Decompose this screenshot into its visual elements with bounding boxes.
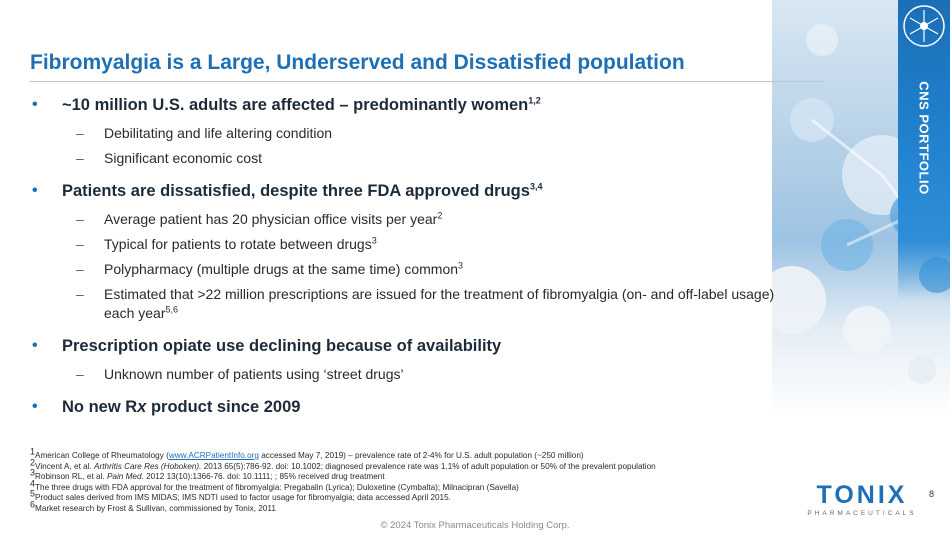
footnote-ref: 1,2: [528, 95, 541, 106]
sub-bullet-dash: –: [76, 125, 84, 141]
copyright-notice: © 2024 Tonix Pharmaceuticals Holding Cor…: [380, 520, 570, 531]
footnote-number: 4: [30, 477, 36, 488]
bullet-text: Prescription opiate use declining becaus…: [62, 337, 502, 355]
sub-bullet-dash: –: [76, 286, 84, 302]
page-number: 8: [929, 489, 935, 499]
footnote-text: Product sales derived from IMS MIDAS; IM…: [35, 493, 451, 502]
sidebar-label: CNS PORTFOLIO: [916, 81, 932, 195]
footnote-journal: Pain Med.: [106, 472, 144, 481]
footnote-ref: 3,4: [529, 181, 543, 192]
sidebar-strip: [898, 0, 950, 300]
footnote-number: 5: [30, 488, 36, 499]
bullet-list: • ~10 million U.S. adults are affected – …: [30, 94, 790, 418]
sub-bullet-item: – Debilitating and life altering conditio…: [30, 124, 790, 143]
footnote-text: 2013 65(5):786-92. doi: 10.1002; diagnos…: [201, 461, 656, 471]
sub-bullet-dash: –: [76, 236, 84, 252]
sub-bullet-item: – Significant economic cost: [30, 149, 790, 168]
bullet-text: No new R: [62, 398, 138, 416]
footnotes: 1American College of Rheumatology (www.A…: [30, 447, 770, 515]
title-divider: [30, 81, 824, 82]
footnote-journal: Arthritis Care Res (Hoboken).: [94, 461, 202, 471]
footnote-number: 3: [30, 467, 36, 478]
sub-bullet-dash: –: [76, 366, 84, 382]
acr-link[interactable]: www.ACRPatientInfo.org: [168, 451, 259, 460]
bullet-dot: •: [32, 398, 38, 415]
tonix-logo: TONIX PHARMACEUTICALS: [800, 481, 924, 521]
footnote-text: Market research by Frost & Sullivan, com…: [35, 503, 276, 513]
bullet-item: • Patients are dissatisfied, despite thre…: [30, 180, 790, 202]
footnote: 6Market research by Frost & Sullivan, co…: [30, 499, 770, 515]
footnote-ref: 2: [437, 210, 443, 221]
bullet-item: • No new Rx product since 2009: [30, 396, 790, 418]
footnote-text: Vincent A, et al.: [35, 461, 95, 471]
footnote-text: Robinson RL, et al.: [35, 472, 107, 481]
footnote-ref: 5,6: [165, 304, 178, 315]
footnote: 1American College of Rheumatology (www.A…: [30, 447, 770, 462]
footnote-ref: 3: [458, 260, 464, 271]
sub-bullet-text: Unknown number of patients using ‘street…: [104, 366, 404, 382]
bullet-text: Patients are dissatisfied, despite three…: [62, 182, 530, 200]
footnote-text: American College of Rheumatology (: [35, 451, 169, 460]
footnote-number: 2: [30, 456, 36, 467]
sub-bullet-text: Debilitating and life altering condition: [104, 125, 333, 141]
sub-bullet-text: Estimated that >22 million prescriptions…: [104, 286, 775, 321]
bullet-dot: •: [32, 337, 38, 354]
bullet-text-italic: x: [137, 398, 147, 416]
bullet-text: product since 2009: [146, 398, 301, 416]
footnote-number: 6: [30, 498, 36, 509]
footnote: 2Vincent A, et al. Arthritis Care Res (H…: [30, 457, 770, 473]
page-title: Fibromyalgia is a Large, Underserved and…: [30, 51, 685, 74]
logo-wordmark: TONIX: [816, 481, 908, 509]
footnote: 3Robinson RL, et al. Pain Med. 2012 13(1…: [30, 468, 770, 483]
sub-bullet-item: – Average patient has 20 physician office…: [30, 210, 790, 229]
footnote-text: 2012 13(10):1366-76. doi: 10.1111; ; 85%…: [143, 472, 385, 481]
bullet-text: ~10 million U.S. adults are affected – p…: [62, 96, 529, 114]
sub-bullet-dash: –: [76, 150, 84, 166]
sub-bullet-text: Polypharmacy (multiple drugs at the same…: [104, 261, 459, 277]
footnote-ref: 3: [371, 235, 377, 246]
bullet-item: • ~10 million U.S. adults are affected – …: [30, 94, 790, 116]
sub-bullet-item: – Typical for patients to rotate between …: [30, 235, 790, 254]
sub-bullet-item: – Estimated that >22 million prescription…: [30, 285, 794, 323]
sub-bullet-text: Average patient has 20 physician office …: [104, 211, 438, 227]
sub-bullet-dash: –: [76, 211, 84, 227]
sub-bullet-dash: –: [76, 261, 84, 277]
sub-bullet-item: – Polypharmacy (multiple drugs at the sam…: [30, 260, 790, 279]
bullet-item: • Prescription opiate use declining becau…: [30, 335, 790, 357]
footnote-text: accessed May 7, 2019) – prevalence rate …: [258, 451, 584, 460]
footnote-text: The three drugs with FDA approval for th…: [35, 482, 519, 492]
sub-bullet-text: Significant economic cost: [104, 150, 262, 166]
sub-bullet-text: Typical for patients to rotate between d…: [104, 236, 372, 252]
footnote: 5Product sales derived from IMS MIDAS; I…: [30, 489, 770, 504]
sub-bullet-item: – Unknown number of patients using ‘stree…: [30, 365, 790, 384]
bullet-dot: •: [32, 182, 38, 199]
logo-subtitle: PHARMACEUTICALS: [807, 510, 917, 517]
footnote: 4The three drugs with FDA approval for t…: [30, 478, 770, 494]
bullet-dot: •: [32, 96, 38, 113]
neuron-icon: [900, 2, 948, 50]
footnote-number: 1: [30, 446, 36, 457]
